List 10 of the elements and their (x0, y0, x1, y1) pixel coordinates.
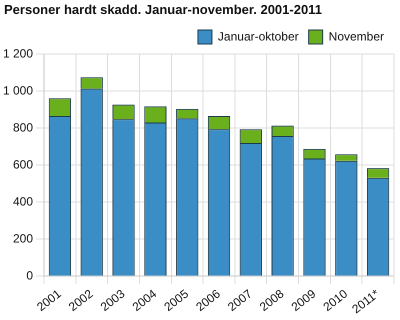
y-tick-label: 600 (13, 157, 34, 172)
y-tick-label: 1 200 (3, 46, 34, 60)
legend-label: November (328, 29, 384, 44)
legend-label: Januar-oktober (218, 29, 299, 44)
y-tick-label: 400 (13, 194, 34, 208)
y-tick-label: 200 (13, 231, 34, 246)
y-tick-label: 1 000 (3, 83, 34, 98)
chart-title: Personer hardt skadd. Januar-november. 2001-2011 (4, 2, 322, 17)
y-tick-label: 0 (26, 268, 34, 282)
y-tick-label: 800 (13, 120, 34, 134)
